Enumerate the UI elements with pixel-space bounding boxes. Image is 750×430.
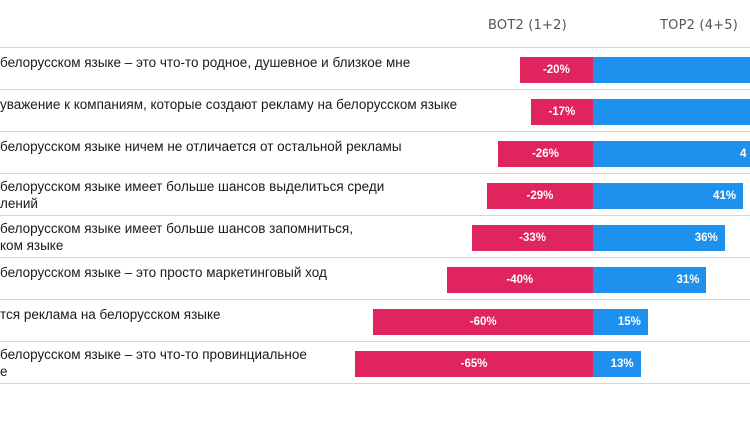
bot2-value-label: -26% [531,148,559,160]
category-label: уважение к компаниям, которые создают ре… [0,97,458,112]
bot2-bar [355,351,593,377]
bot2-bar [446,267,593,293]
top2-bar [593,141,750,167]
top2-value-label: 31% [676,274,700,286]
row-separator [0,131,750,132]
top2-value-label: 36% [694,232,718,244]
bot2-bar [530,99,593,125]
top2-value-label: 41% [713,190,737,202]
top2-bar [593,225,725,251]
row-separator [0,383,750,384]
bot2-value-label: -29% [526,190,554,202]
top2-header: TOP2 (4+5) [660,18,738,33]
category-label: тся реклама на белорусском языке [0,307,221,322]
top2-bar [593,57,750,83]
category-label: белорусском языке – это что-то родное, д… [0,55,411,70]
bot2-bar [472,225,593,251]
row-separator [0,341,750,342]
bot2-value-label: -33% [519,232,547,244]
row-separator [0,173,750,174]
category-label: белорусском языке – это что-то провинциа… [0,347,307,379]
row-separator [0,89,750,90]
bot2-bar [497,141,593,167]
row-separator [0,215,750,216]
category-label: белорусском языке – это просто маркетинг… [0,265,327,280]
bot2-value-label: -65% [460,358,488,370]
category-label: белорусском языке имеет больше шансов за… [0,221,353,253]
category-label: белорусском языке имеет больше шансов вы… [0,179,385,211]
bot2-value-label: -17% [548,106,576,118]
top2-bar [593,309,648,335]
top2-value-label: 13% [610,358,634,370]
top2-bar [593,267,707,293]
row-separator [0,257,750,258]
bot2-bar [519,57,593,83]
bot2-value-label: -20% [542,64,570,76]
bot2-value-label: -40% [506,274,534,286]
bot2-value-label: -60% [469,316,497,328]
top2-value-label: 15% [617,316,641,328]
bot2-bar [486,183,593,209]
row-separator [0,47,750,48]
top2-bar [593,99,750,125]
bot2-bar [373,309,593,335]
top2-value-label: 4 [740,148,747,160]
category-label: белорусском языке ничем не отличается от… [0,139,402,154]
top2-bar [593,351,641,377]
row-separator [0,299,750,300]
top2-bar [593,183,744,209]
bot2-header: BOT2 (1+2) [488,18,567,33]
